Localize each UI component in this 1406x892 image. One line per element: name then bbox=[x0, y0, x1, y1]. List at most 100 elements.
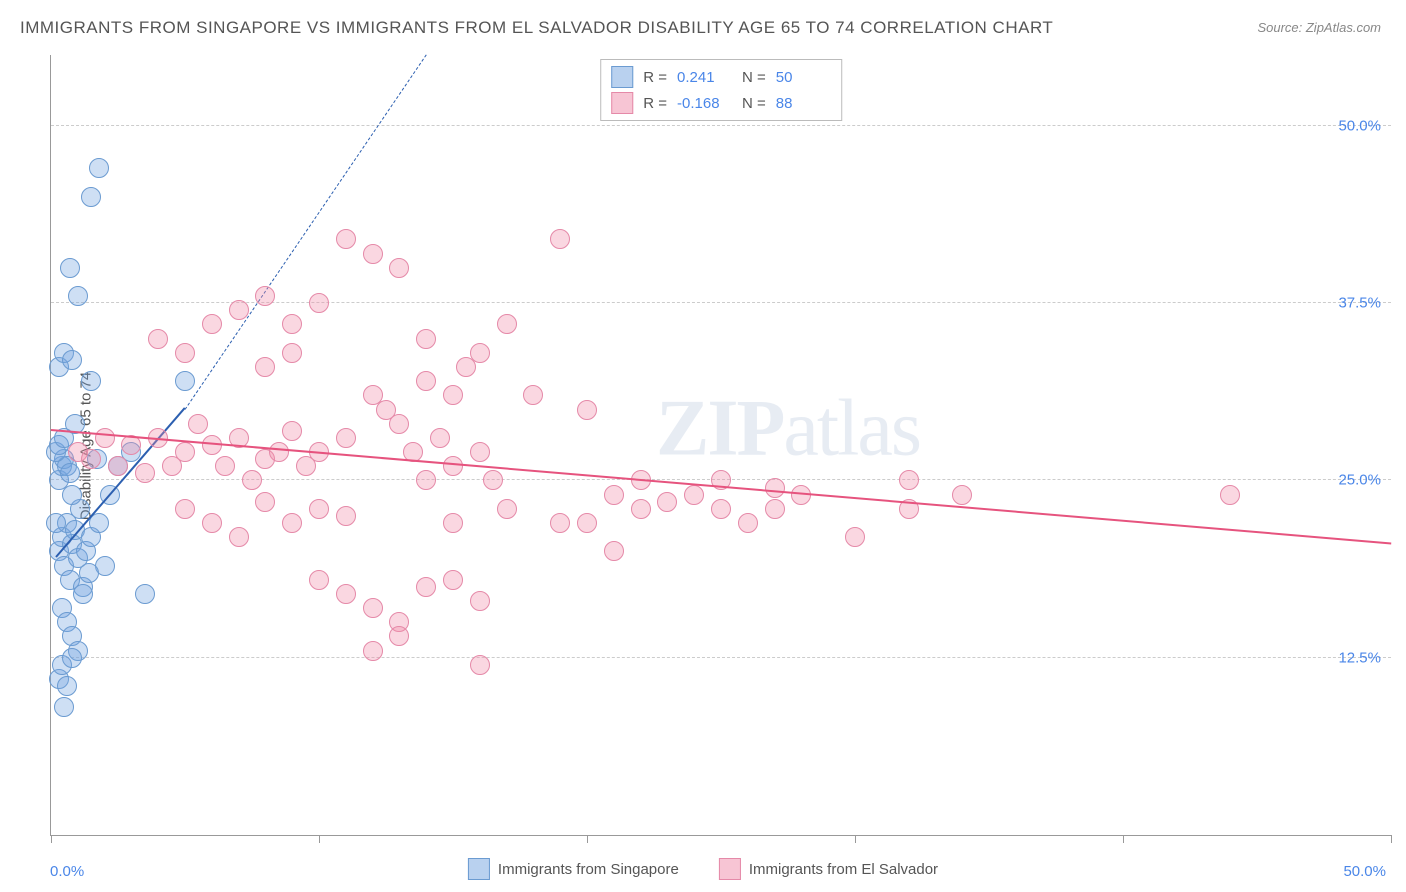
legend-swatch bbox=[611, 92, 633, 114]
scatter-point bbox=[54, 697, 74, 717]
stat-row: R =-0.168N =88 bbox=[611, 90, 831, 116]
scatter-point bbox=[81, 449, 101, 469]
scatter-point bbox=[89, 158, 109, 178]
watermark: ZIPatlas bbox=[656, 384, 920, 475]
scatter-point bbox=[336, 229, 356, 249]
scatter-point bbox=[604, 541, 624, 561]
legend-swatch bbox=[719, 858, 741, 880]
scatter-point bbox=[202, 314, 222, 334]
scatter-point bbox=[470, 442, 490, 462]
x-axis-min-label: 0.0% bbox=[50, 863, 84, 880]
source-label: Source: ZipAtlas.com bbox=[1257, 20, 1381, 35]
legend-item: Immigrants from Singapore bbox=[468, 858, 679, 880]
scatter-point bbox=[229, 300, 249, 320]
gridline bbox=[51, 302, 1391, 303]
scatter-point bbox=[389, 414, 409, 434]
scatter-point bbox=[95, 428, 115, 448]
scatter-point bbox=[577, 513, 597, 533]
scatter-point bbox=[550, 229, 570, 249]
scatter-point bbox=[68, 286, 88, 306]
regression-extrapolation bbox=[185, 54, 427, 409]
r-label: R = bbox=[643, 95, 667, 112]
scatter-point bbox=[175, 499, 195, 519]
scatter-point bbox=[62, 350, 82, 370]
scatter-point bbox=[550, 513, 570, 533]
scatter-point bbox=[46, 513, 66, 533]
legend-item: Immigrants from El Salvador bbox=[719, 858, 938, 880]
gridline bbox=[51, 657, 1391, 658]
scatter-point bbox=[148, 329, 168, 349]
scatter-point bbox=[845, 527, 865, 547]
n-label: N = bbox=[742, 95, 766, 112]
x-axis-max-label: 50.0% bbox=[1343, 863, 1386, 880]
scatter-point bbox=[577, 400, 597, 420]
scatter-point bbox=[336, 584, 356, 604]
scatter-point bbox=[604, 485, 624, 505]
scatter-point bbox=[443, 456, 463, 476]
scatter-point bbox=[363, 641, 383, 661]
scatter-point bbox=[202, 513, 222, 533]
scatter-point bbox=[175, 442, 195, 462]
correlation-stat-box: R =0.241N =50R =-0.168N =88 bbox=[600, 59, 842, 121]
scatter-point bbox=[899, 470, 919, 490]
scatter-point bbox=[282, 314, 302, 334]
scatter-point bbox=[470, 343, 490, 363]
r-value: 0.241 bbox=[677, 69, 732, 86]
scatter-point bbox=[952, 485, 972, 505]
scatter-point bbox=[336, 506, 356, 526]
scatter-point bbox=[242, 470, 262, 490]
scatter-point bbox=[430, 428, 450, 448]
scatter-point bbox=[336, 428, 356, 448]
chart-title: IMMIGRANTS FROM SINGAPORE VS IMMIGRANTS … bbox=[20, 18, 1053, 38]
scatter-point bbox=[255, 357, 275, 377]
scatter-point bbox=[108, 456, 128, 476]
scatter-point bbox=[497, 499, 517, 519]
scatter-point bbox=[282, 343, 302, 363]
gridline bbox=[51, 125, 1391, 126]
legend-swatch bbox=[468, 858, 490, 880]
y-tick-label: 12.5% bbox=[1338, 649, 1381, 666]
scatter-point bbox=[523, 385, 543, 405]
legend-swatch bbox=[611, 66, 633, 88]
x-tick bbox=[51, 835, 52, 843]
scatter-point bbox=[389, 626, 409, 646]
scatter-point bbox=[73, 584, 93, 604]
stat-row: R = 0.241 N = 50 bbox=[611, 64, 831, 90]
legend-label: Immigrants from El Salvador bbox=[749, 861, 938, 878]
scatter-point bbox=[483, 470, 503, 490]
n-value: 50 bbox=[776, 69, 831, 86]
scatter-point bbox=[255, 492, 275, 512]
bottom-legend: Immigrants from Singapore Immigrants from… bbox=[468, 858, 938, 880]
y-tick-label: 37.5% bbox=[1338, 295, 1381, 312]
scatter-point bbox=[443, 385, 463, 405]
scatter-point bbox=[57, 676, 77, 696]
scatter-point bbox=[282, 513, 302, 533]
r-label: R = bbox=[643, 69, 667, 86]
scatter-point bbox=[470, 591, 490, 611]
scatter-point bbox=[135, 463, 155, 483]
scatter-point bbox=[738, 513, 758, 533]
scatter-point bbox=[60, 258, 80, 278]
scatter-point bbox=[188, 414, 208, 434]
y-tick-label: 25.0% bbox=[1338, 472, 1381, 489]
scatter-point bbox=[497, 314, 517, 334]
watermark-rest: atlas bbox=[783, 385, 920, 473]
scatter-point bbox=[1220, 485, 1240, 505]
r-value: -0.168 bbox=[677, 95, 732, 112]
scatter-point bbox=[443, 513, 463, 533]
scatter-point bbox=[175, 343, 195, 363]
y-tick-label: 50.0% bbox=[1338, 117, 1381, 134]
chart-plot-area: ZIPatlas R =0.241N =50R =-0.168N =88 12.… bbox=[50, 55, 1391, 836]
x-tick bbox=[855, 835, 856, 843]
scatter-point bbox=[62, 648, 82, 668]
x-tick bbox=[1123, 835, 1124, 843]
scatter-point bbox=[309, 499, 329, 519]
scatter-point bbox=[416, 470, 436, 490]
scatter-point bbox=[363, 598, 383, 618]
scatter-point bbox=[363, 244, 383, 264]
scatter-point bbox=[282, 421, 302, 441]
scatter-point bbox=[309, 293, 329, 313]
scatter-point bbox=[175, 371, 195, 391]
scatter-point bbox=[416, 577, 436, 597]
n-label: N = bbox=[742, 69, 766, 86]
